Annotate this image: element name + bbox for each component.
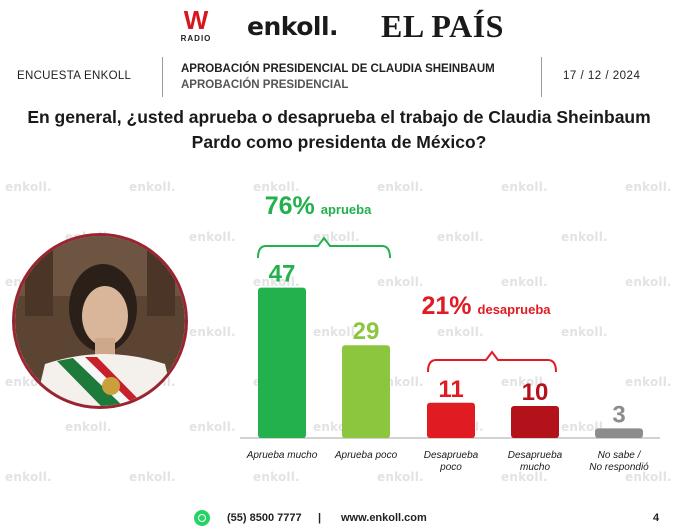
bar xyxy=(595,428,643,438)
enkoll-watermark: enkoll. xyxy=(65,420,112,434)
enkoll-watermark: enkoll. xyxy=(189,420,236,434)
enkoll-watermark: enkoll. xyxy=(501,180,548,194)
enkoll-watermark: enkoll. xyxy=(501,275,548,289)
data-label: 10 xyxy=(522,379,549,406)
survey-question: En general, ¿usted aprueba o desaprueba … xyxy=(0,105,678,155)
group-summary-text: aprueba xyxy=(321,202,372,217)
group-summary-label: 21% desaprueba xyxy=(421,292,551,320)
header-divider xyxy=(162,57,163,97)
president-portrait-illustration xyxy=(15,236,185,406)
footer: (55) 8500 7777 | www.enkoll.com 4 xyxy=(0,510,678,528)
category-label-line: Desaprueba xyxy=(424,450,479,461)
survey-date: 17 / 12 / 2024 xyxy=(563,70,641,82)
category-label-line: No sabe / xyxy=(598,450,642,461)
survey-source: ENCUESTA ENKOLL xyxy=(17,70,132,82)
enkoll-watermark: enkoll. xyxy=(561,230,608,244)
survey-header: ENCUESTA ENKOLL APROBACIÓN PRESIDENCIAL … xyxy=(0,55,678,99)
bar xyxy=(342,345,390,438)
enkoll-watermark: enkoll. xyxy=(5,470,52,484)
category-label-line: poco xyxy=(439,462,462,473)
w-radio-logo: W RADIO xyxy=(176,6,216,43)
enkoll-watermark: enkoll. xyxy=(129,470,176,484)
w-radio-logo-text: RADIO xyxy=(180,34,212,43)
category-label: No sabe / No respondió xyxy=(589,450,649,473)
category-label: Aprueba poco xyxy=(334,450,398,461)
enkoll-watermark: enkoll. xyxy=(437,325,484,339)
enkoll-watermark: enkoll. xyxy=(189,325,236,339)
enkoll-watermark: enkoll. xyxy=(129,180,176,194)
whatsapp-icon xyxy=(194,510,210,526)
enkoll-watermark: enkoll. xyxy=(625,275,672,289)
enkoll-watermark: enkoll. xyxy=(253,180,300,194)
w-radio-logo-letter: W xyxy=(183,5,209,35)
enkoll-watermark: enkoll. xyxy=(189,230,236,244)
bar xyxy=(427,402,475,438)
enkoll-watermark: enkoll. xyxy=(377,180,424,194)
category-label: Aprueba mucho xyxy=(246,450,318,461)
enkoll-watermark: enkoll. xyxy=(501,375,548,389)
enkoll-watermark: enkoll. xyxy=(377,275,424,289)
page-number: 4 xyxy=(653,512,660,524)
question-line-1: En general, ¿usted aprueba o desaprueba … xyxy=(27,107,651,127)
data-label: 11 xyxy=(438,376,463,403)
bar xyxy=(258,287,306,438)
enkoll-watermark: enkoll. xyxy=(625,375,672,389)
category-label-line: mucho xyxy=(520,462,550,473)
group-summary-text: desaprueba xyxy=(478,302,552,317)
enkoll-watermark: enkoll. xyxy=(625,470,672,484)
approval-bar-chart: 47 29 11 10 3 Aprueba mucho Aprueba poco Desapr… xyxy=(240,192,660,473)
question-line-2: Pardo como presidenta de México? xyxy=(191,132,487,152)
group-summary-label: 76% aprueba xyxy=(265,192,372,220)
enkoll-watermark: enkoll. xyxy=(253,470,300,484)
data-label: 3 xyxy=(612,401,625,428)
category-label-line: Aprueba mucho xyxy=(246,450,318,461)
category-label-line: Aprueba poco xyxy=(334,450,398,461)
enkoll-watermark: enkoll. xyxy=(437,230,484,244)
category-label: Desaprueba mucho xyxy=(508,450,563,473)
header-divider xyxy=(541,57,542,97)
group-summary-value: 21% xyxy=(421,292,471,320)
enkoll-watermark: enkoll. xyxy=(253,275,300,289)
group-bracket xyxy=(427,350,557,373)
president-photo xyxy=(12,233,188,409)
logo-bar: W RADIO enkoll. EL PAÍS xyxy=(0,4,678,48)
enkoll-watermark: enkoll. xyxy=(377,470,424,484)
category-label-line: Desaprueba xyxy=(508,450,563,461)
contact-phone: (55) 8500 7777 xyxy=(227,512,302,524)
enkoll-watermark: enkoll. xyxy=(313,325,360,339)
footer-separator: | xyxy=(318,512,322,524)
website-link[interactable]: www.enkoll.com xyxy=(341,512,427,524)
enkoll-watermark: enkoll. xyxy=(5,180,52,194)
data-label: 29 xyxy=(353,318,380,345)
group-bracket xyxy=(257,236,391,259)
survey-subtitle: APROBACIÓN PRESIDENCIAL xyxy=(181,79,349,91)
category-label: Desaprueba poco xyxy=(424,450,479,473)
el-pais-logo: EL PAÍS xyxy=(381,8,504,44)
data-label: 47 xyxy=(269,261,296,288)
bar xyxy=(511,406,559,438)
enkoll-watermark: enkoll. xyxy=(561,325,608,339)
category-label-line: No respondió xyxy=(589,462,649,473)
enkoll-watermark: enkoll. xyxy=(501,470,548,484)
group-summary-value: 76% xyxy=(265,192,315,220)
enkoll-watermark: enkoll. xyxy=(625,180,672,194)
survey-title: APROBACIÓN PRESIDENCIAL DE CLAUDIA SHEIN… xyxy=(181,63,495,75)
enkoll-logo: enkoll. xyxy=(247,12,339,41)
